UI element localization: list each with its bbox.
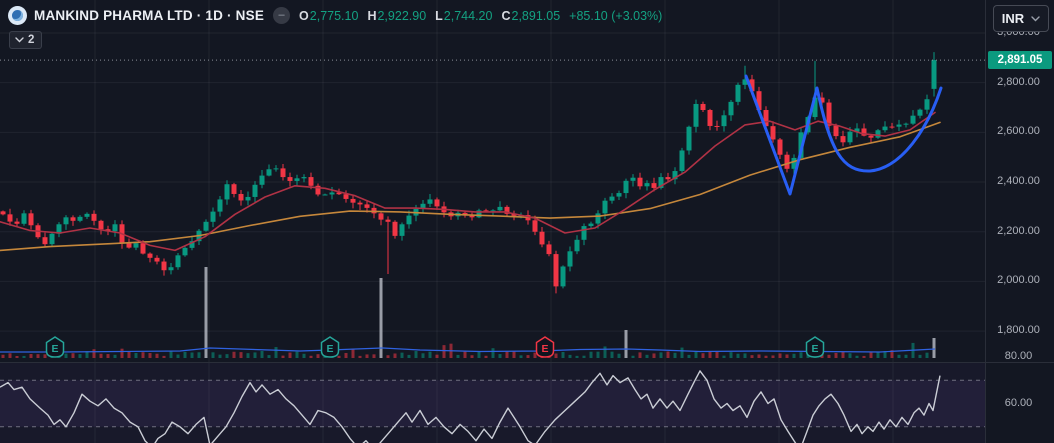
trend-drawing-blue[interactable] [744, 74, 943, 196]
rsi-line [0, 370, 941, 443]
symbol-legend: MANKIND PHARMA LTD · 1D · NSE – O 2,775.1… [8, 6, 662, 25]
svg-text:E: E [51, 343, 58, 355]
currency-dropdown[interactable]: INR [993, 5, 1049, 32]
price-axis-tick: 2,800.00 [997, 75, 1040, 88]
svg-text:E: E [541, 343, 548, 355]
ohlc-readout: O 2,775.10 H 2,922.90 L 2,744.20 C 2,891.05 … [299, 9, 662, 23]
price-axis[interactable]: INR 2,891.05 3,000.00 2,800.00 2,600.00 2,4… [985, 0, 1054, 443]
symbol-logo-icon [8, 6, 27, 25]
earnings-marker[interactable]: E [45, 336, 65, 358]
open-label: O [299, 8, 309, 23]
symbol-title[interactable]: MANKIND PHARMA LTD · 1D · NSE [34, 8, 265, 23]
candlestick-series [0, 52, 937, 294]
earnings-marker[interactable]: E [535, 336, 555, 358]
svg-text:E: E [326, 343, 333, 355]
grid-lines [0, 0, 985, 443]
high-label: H [367, 8, 377, 23]
pane-separator[interactable] [0, 362, 1054, 363]
indicator-axis-tick: 80.00 [1004, 350, 1033, 362]
ma-fast-line [0, 111, 936, 252]
price-axis-tick: 2,200.00 [997, 224, 1040, 237]
low-label: L [435, 8, 443, 23]
indicators-collapse-button[interactable]: 2 [9, 31, 43, 49]
last-price-badge: 2,891.05 [988, 51, 1052, 70]
price-axis-tick: 2,400.00 [997, 175, 1040, 188]
volume-ma-line [0, 347, 936, 353]
price-axis-tick: 2,000.00 [997, 274, 1040, 287]
price-axis-tick: 1,800.00 [997, 324, 1040, 337]
svg-text:E: E [811, 343, 818, 355]
high-value: 2,922.90 [377, 8, 427, 23]
close-value: 2,891.05 [511, 8, 561, 23]
open-value: 2,775.10 [309, 8, 359, 23]
earnings-marker[interactable]: E [320, 336, 340, 358]
chevron-down-icon [1031, 15, 1040, 21]
close-label: C [501, 8, 511, 23]
chevron-down-icon [15, 37, 24, 43]
indicators-count: 2 [28, 34, 35, 46]
change-value: +85.10 (+3.03%) [569, 8, 663, 23]
price-axis-tick: 2,600.00 [997, 125, 1040, 138]
indicator-axis-tick: 60.00 [1004, 396, 1033, 409]
earnings-marker[interactable]: E [805, 336, 825, 358]
currency-label: INR [1001, 11, 1025, 26]
low-value: 2,744.20 [443, 8, 493, 23]
ma-slow-line [0, 121, 941, 252]
legend-minimize-button[interactable]: – [273, 7, 291, 24]
volume-histogram [1, 267, 936, 358]
